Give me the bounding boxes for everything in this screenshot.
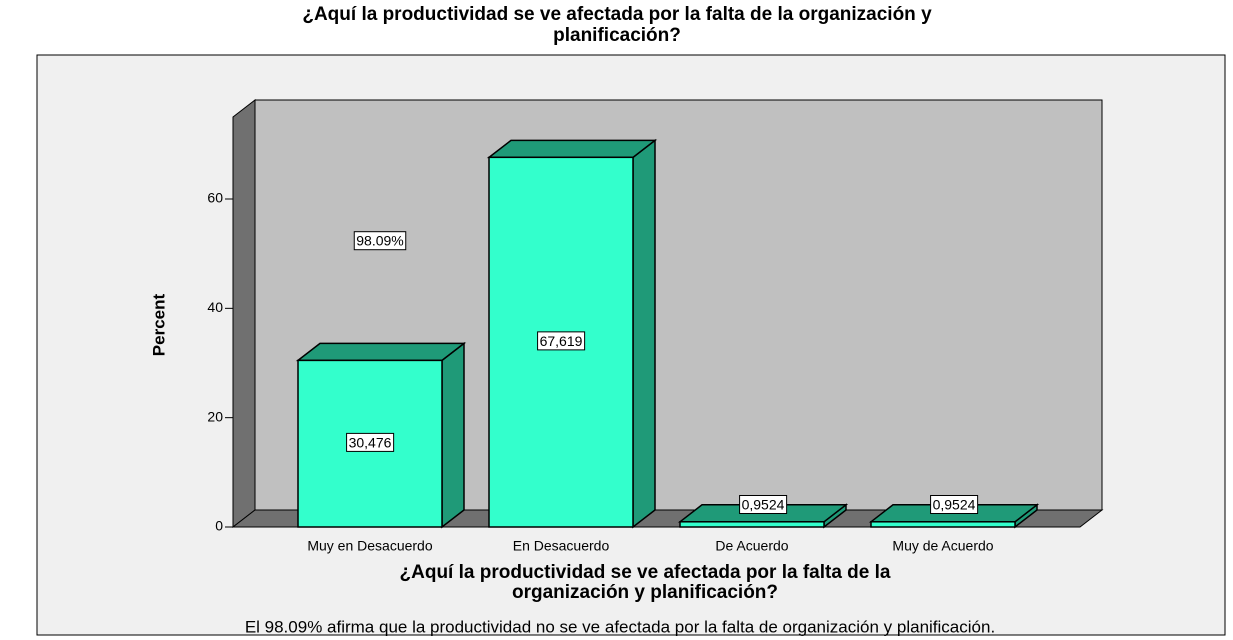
annotation-box xyxy=(353,231,407,251)
y-axis-label: Percent xyxy=(149,293,168,356)
x-tick-label: Muy de Acuerdo xyxy=(892,538,993,554)
bar-top xyxy=(486,139,658,159)
value-label-box xyxy=(739,494,788,514)
bar-side xyxy=(441,341,465,529)
value-label-box xyxy=(930,494,979,514)
y-tick-label: 60 xyxy=(207,190,223,206)
value-label: 30,476 xyxy=(349,434,392,450)
value-label-box xyxy=(346,432,395,452)
y-tick-label: 20 xyxy=(207,408,223,424)
bar-front xyxy=(679,521,825,528)
annotation: 98.09% xyxy=(356,233,403,249)
x-tick-label: De Acuerdo xyxy=(715,538,788,554)
y-tick-label: 0 xyxy=(215,518,223,534)
left-wall xyxy=(232,98,256,529)
bar-front xyxy=(870,521,1016,528)
y-tick-label: 40 xyxy=(207,299,223,315)
bar-top xyxy=(295,342,467,362)
chart-title: planificación? xyxy=(553,25,681,46)
footnote: El 98.09% afirma que la productividad no… xyxy=(245,617,995,636)
value-label: 67,619 xyxy=(540,333,583,349)
value-label-box xyxy=(537,331,586,351)
value-label: 0,9524 xyxy=(933,496,976,512)
value-label: 0,9524 xyxy=(742,496,785,512)
x-axis-label: ¿Aquí la productividad se ve afectada po… xyxy=(400,562,891,583)
x-tick-label: En Desacuerdo xyxy=(513,538,610,554)
bar-side xyxy=(632,138,656,529)
x-axis-label: organización y planificación? xyxy=(512,582,778,603)
x-tick-label: Muy en Desacuerdo xyxy=(307,538,433,554)
chart-title: ¿Aquí la productividad se ve afectada po… xyxy=(302,4,932,25)
